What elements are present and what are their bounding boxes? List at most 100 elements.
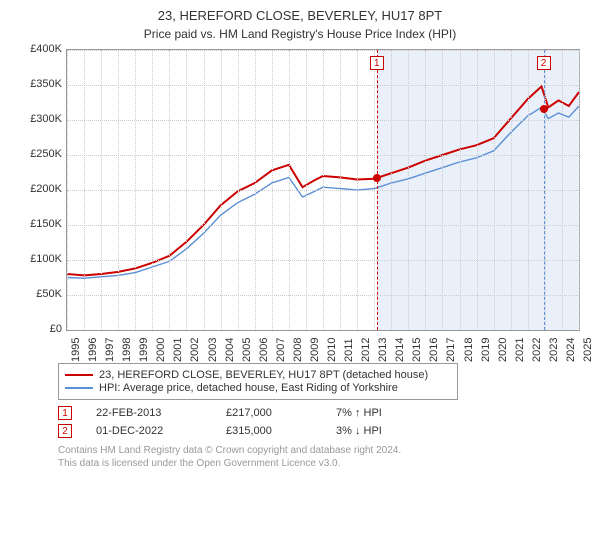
grid-v	[374, 50, 375, 330]
x-axis-label: 2012	[360, 350, 372, 362]
event-row-1: 1 22-FEB-2013 £217,000 7% ↑ HPI	[58, 406, 590, 420]
grid-v	[408, 50, 409, 330]
x-axis-label: 2020	[497, 350, 509, 362]
event-hpi-2: 3% ↓ HPI	[336, 425, 382, 437]
grid-v	[545, 50, 546, 330]
y-axis-label: £400K	[20, 43, 62, 55]
grid-v	[528, 50, 529, 330]
chart-title: 23, HEREFORD CLOSE, BEVERLEY, HU17 8PT	[10, 8, 590, 25]
grid-v	[169, 50, 170, 330]
event-marker-1: 1	[58, 406, 72, 420]
event-hpi-1: 7% ↑ HPI	[336, 407, 382, 419]
grid-v	[511, 50, 512, 330]
grid-v	[494, 50, 495, 330]
x-axis-label: 2008	[292, 350, 304, 362]
y-axis-label: £50K	[20, 288, 62, 300]
x-axis-label: 2022	[531, 350, 543, 362]
x-axis-label: 2018	[463, 350, 475, 362]
x-axis-label: 2013	[377, 350, 389, 362]
event-marker-2: 2	[58, 424, 72, 438]
grid-v	[204, 50, 205, 330]
event-dot	[373, 174, 381, 182]
x-axis-label: 1996	[87, 350, 99, 362]
grid-v	[135, 50, 136, 330]
event-price-1: £217,000	[226, 407, 336, 419]
x-axis-label: 2002	[189, 350, 201, 362]
x-axis-label: 2011	[343, 350, 355, 362]
grid-v	[442, 50, 443, 330]
y-axis-label: £100K	[20, 253, 62, 265]
grid-v	[101, 50, 102, 330]
y-axis-label: £300K	[20, 113, 62, 125]
x-axis-label: 2015	[411, 350, 423, 362]
x-axis-label: 2014	[394, 350, 406, 362]
grid-v	[255, 50, 256, 330]
grid-v	[289, 50, 290, 330]
legend-label-red: 23, HEREFORD CLOSE, BEVERLEY, HU17 8PT (…	[99, 369, 428, 381]
x-axis-label: 2000	[155, 350, 167, 362]
plot-region: 12	[66, 49, 580, 331]
x-axis-label: 2007	[275, 350, 287, 362]
event-marker-box: 2	[537, 56, 551, 70]
x-axis-label: 2016	[428, 350, 440, 362]
y-axis-label: £350K	[20, 78, 62, 90]
x-axis-label: 2024	[565, 350, 577, 362]
chart-area: 12 £0£50K£100K£150K£200K£250K£300K£350K£…	[20, 49, 580, 359]
x-axis-label: 2005	[241, 350, 253, 362]
chart-subtitle: Price paid vs. HM Land Registry's House …	[10, 27, 590, 41]
grid-v	[579, 50, 580, 330]
x-axis-label: 2025	[582, 350, 594, 362]
x-axis-label: 2004	[224, 350, 236, 362]
grid-v	[340, 50, 341, 330]
grid-v	[84, 50, 85, 330]
grid-v	[323, 50, 324, 330]
legend: 23, HEREFORD CLOSE, BEVERLEY, HU17 8PT (…	[58, 363, 458, 400]
event-marker-box: 1	[370, 56, 384, 70]
grid-v	[67, 50, 68, 330]
legend-swatch-blue	[65, 387, 93, 389]
grid-v	[425, 50, 426, 330]
event-dot	[540, 105, 548, 113]
y-axis-label: £200K	[20, 183, 62, 195]
legend-swatch-red	[65, 374, 93, 376]
event-vline	[377, 50, 378, 330]
footer: Contains HM Land Registry data © Crown c…	[58, 444, 590, 470]
grid-v	[152, 50, 153, 330]
x-axis-label: 2006	[258, 350, 270, 362]
legend-item-red: 23, HEREFORD CLOSE, BEVERLEY, HU17 8PT (…	[65, 369, 451, 381]
footer-line-2: This data is licensed under the Open Gov…	[58, 457, 590, 470]
x-axis-label: 2010	[326, 350, 338, 362]
event-date-2: 01-DEC-2022	[96, 425, 226, 437]
grid-v	[221, 50, 222, 330]
event-date-1: 22-FEB-2013	[96, 407, 226, 419]
grid-v	[357, 50, 358, 330]
x-axis-label: 2003	[207, 350, 219, 362]
x-axis-label: 2019	[480, 350, 492, 362]
x-axis-label: 2009	[309, 350, 321, 362]
grid-v	[272, 50, 273, 330]
x-axis-label: 2017	[445, 350, 457, 362]
x-axis-label: 2021	[514, 350, 526, 362]
grid-v	[562, 50, 563, 330]
grid-v	[460, 50, 461, 330]
x-axis-label: 1998	[121, 350, 133, 362]
grid-v	[391, 50, 392, 330]
legend-item-blue: HPI: Average price, detached house, East…	[65, 382, 451, 394]
y-axis-label: £150K	[20, 218, 62, 230]
y-axis-label: £250K	[20, 148, 62, 160]
y-axis-label: £0	[20, 323, 62, 335]
grid-v	[186, 50, 187, 330]
grid-v	[238, 50, 239, 330]
event-list: 1 22-FEB-2013 £217,000 7% ↑ HPI 2 01-DEC…	[58, 406, 590, 438]
event-row-2: 2 01-DEC-2022 £315,000 3% ↓ HPI	[58, 424, 590, 438]
event-vline	[544, 50, 545, 330]
x-axis-label: 1999	[138, 350, 150, 362]
grid-v	[477, 50, 478, 330]
event-price-2: £315,000	[226, 425, 336, 437]
x-axis-label: 2001	[172, 350, 184, 362]
grid-v	[118, 50, 119, 330]
footer-line-1: Contains HM Land Registry data © Crown c…	[58, 444, 590, 457]
legend-label-blue: HPI: Average price, detached house, East…	[99, 382, 398, 394]
x-axis-label: 2023	[548, 350, 560, 362]
grid-v	[306, 50, 307, 330]
